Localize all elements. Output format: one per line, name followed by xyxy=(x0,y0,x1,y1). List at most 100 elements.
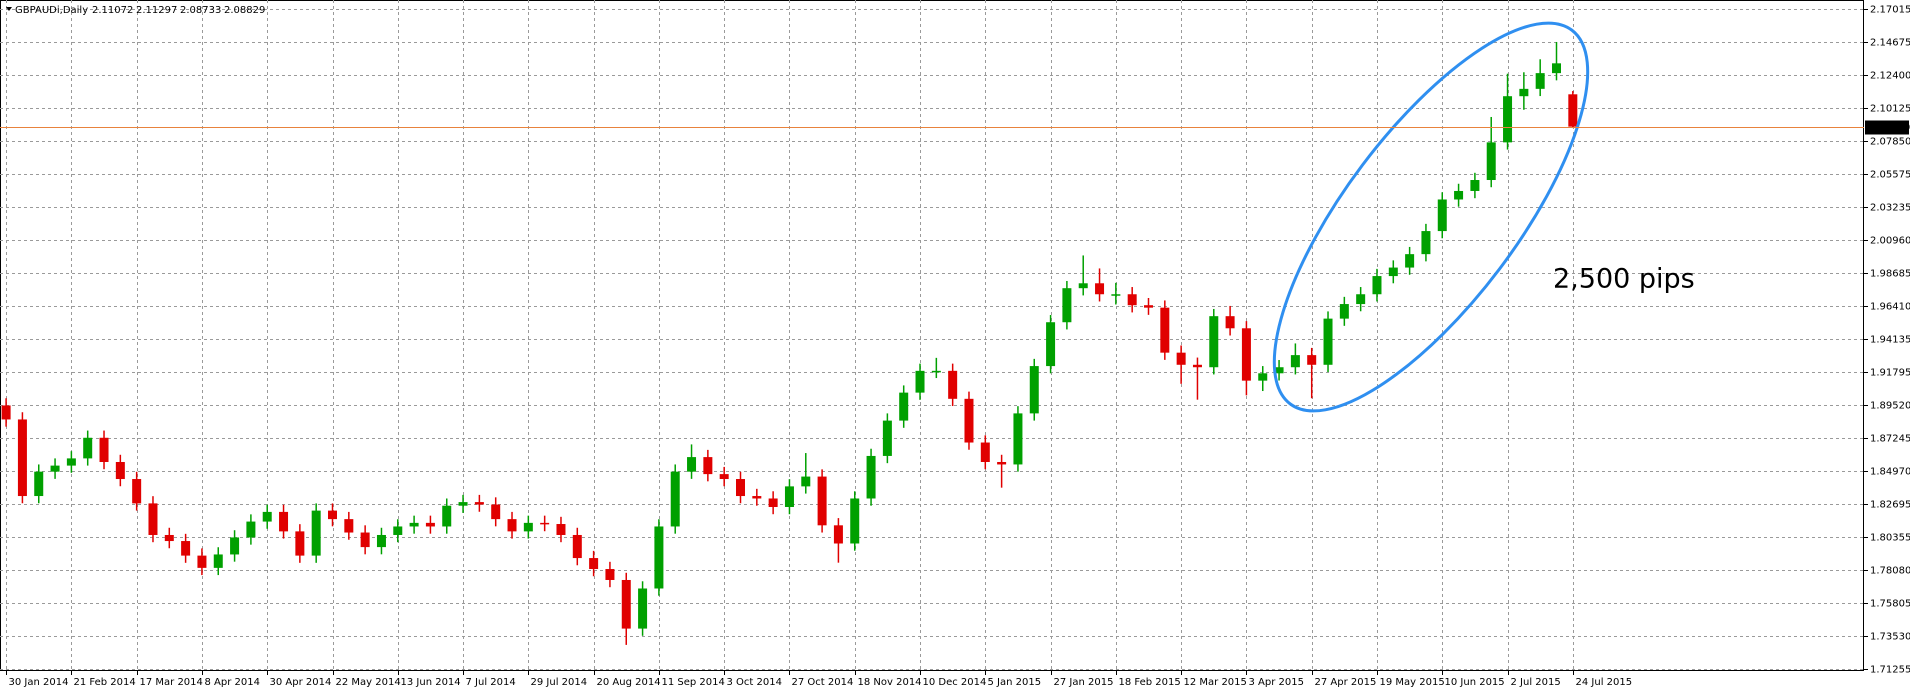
candle-body xyxy=(83,437,93,459)
last-price-label: 2.08829 xyxy=(1869,123,1910,134)
candle-body xyxy=(197,555,207,568)
dropdown-icon xyxy=(6,7,12,11)
y-tick-label: 1.78080 xyxy=(1870,566,1910,577)
candle-body xyxy=(850,498,860,544)
y-tick-label: 1.91795 xyxy=(1870,368,1910,379)
symbol-label: GBPAUDi,Daily xyxy=(15,5,88,16)
y-tick-label: 1.87245 xyxy=(1870,434,1910,445)
candle-body xyxy=(670,471,680,527)
y-tick-label: 1.75805 xyxy=(1870,599,1910,610)
candle-body xyxy=(1095,283,1105,295)
candle-body xyxy=(540,522,550,525)
candle-body xyxy=(752,496,762,499)
candle-body xyxy=(1078,283,1088,289)
y-tick-label: 2.10125 xyxy=(1870,104,1910,115)
candle-body xyxy=(181,541,191,556)
candle-body xyxy=(915,370,925,393)
candle-body xyxy=(703,457,713,475)
candle-body xyxy=(1029,366,1039,414)
y-tick-label: 2.03235 xyxy=(1870,203,1910,214)
candle-body xyxy=(736,479,745,497)
y-tick-label: 1.84970 xyxy=(1870,467,1910,478)
candle-body xyxy=(132,479,142,504)
candle-body xyxy=(1535,73,1545,89)
candle-body xyxy=(66,458,76,466)
candle-body xyxy=(1013,413,1023,465)
candle-body xyxy=(311,510,321,556)
candle-body xyxy=(279,511,289,532)
candle-body xyxy=(1046,322,1056,367)
x-tick-label: 24 Jul 2015 xyxy=(1576,677,1633,688)
candle-body xyxy=(948,370,958,399)
candle-body xyxy=(295,531,305,556)
candle-body xyxy=(491,504,501,520)
candle-body xyxy=(1405,254,1415,268)
candle-body xyxy=(262,511,272,522)
candle-body xyxy=(556,524,566,535)
candle-body xyxy=(1062,288,1072,323)
y-tick-label: 1.94135 xyxy=(1870,335,1910,346)
candle-body xyxy=(801,476,811,487)
candle-body xyxy=(1519,88,1529,97)
y-tick-label: 2.00960 xyxy=(1870,236,1910,247)
candle-body xyxy=(1274,367,1284,374)
x-tick-label: 12 Mar 2015 xyxy=(1184,677,1247,688)
x-tick-label: 18 Nov 2014 xyxy=(858,677,922,688)
candle-body xyxy=(654,526,664,589)
candle-body xyxy=(99,437,109,462)
candle-body xyxy=(474,502,484,505)
header-low: 2.08733 xyxy=(180,5,221,16)
candle-body xyxy=(34,471,44,497)
candle-body xyxy=(1437,199,1447,232)
highlight-ellipse xyxy=(1272,21,1590,413)
candle-body xyxy=(719,474,729,480)
candle-body xyxy=(1307,355,1317,365)
candle-body xyxy=(442,505,452,527)
candle-body xyxy=(1568,94,1578,127)
candle-body xyxy=(1503,96,1513,143)
candle-body xyxy=(1356,294,1366,305)
candle-body xyxy=(1209,316,1219,368)
x-tick-label: 17 Mar 2014 xyxy=(140,677,203,688)
candle-body xyxy=(997,461,1007,465)
y-tick-label: 1.89520 xyxy=(1870,401,1910,412)
candle-body xyxy=(1290,355,1300,368)
candle-body xyxy=(458,502,468,506)
candle-body xyxy=(866,455,876,499)
header-open: 2.11072 xyxy=(92,5,133,16)
candle-body xyxy=(899,392,909,421)
candle-body xyxy=(1323,318,1333,365)
candle-body xyxy=(1225,316,1235,329)
x-tick-label: 10 Dec 2014 xyxy=(923,677,987,688)
y-tick-label: 2.14675 xyxy=(1870,38,1910,49)
x-tick-label: 10 Jun 2015 xyxy=(1445,677,1505,688)
candle-body xyxy=(1552,63,1561,74)
x-tick-label: 22 May 2014 xyxy=(336,677,401,688)
candle-body xyxy=(980,442,990,462)
x-tick-label: 18 Feb 2015 xyxy=(1119,677,1181,688)
candle-body xyxy=(1241,328,1251,381)
y-tick-label: 2.05575 xyxy=(1870,170,1910,181)
candle-body xyxy=(1258,373,1268,381)
candle-body xyxy=(230,537,240,555)
y-tick-label: 1.73530 xyxy=(1870,632,1910,643)
x-tick-label: 21 Feb 2014 xyxy=(74,677,136,688)
candle-body xyxy=(784,486,794,508)
y-tick-label: 2.07850 xyxy=(1870,137,1910,148)
candle-body xyxy=(1388,267,1398,277)
candle-body xyxy=(409,522,419,527)
candle-body xyxy=(507,519,517,532)
annotation: 2,500 pips xyxy=(1553,264,1695,295)
x-tick-label: 3 Apr 2015 xyxy=(1249,677,1304,688)
x-tick-label: 30 Apr 2014 xyxy=(270,677,332,688)
candle-body xyxy=(687,457,697,472)
candle-body xyxy=(148,503,158,535)
y-tick-label: 2.12400 xyxy=(1870,71,1910,82)
candle-body xyxy=(638,588,648,629)
x-tick-label: 19 May 2015 xyxy=(1380,677,1445,688)
candle-body xyxy=(164,534,174,542)
candle-body xyxy=(1,405,11,420)
candle-body xyxy=(1454,190,1464,200)
